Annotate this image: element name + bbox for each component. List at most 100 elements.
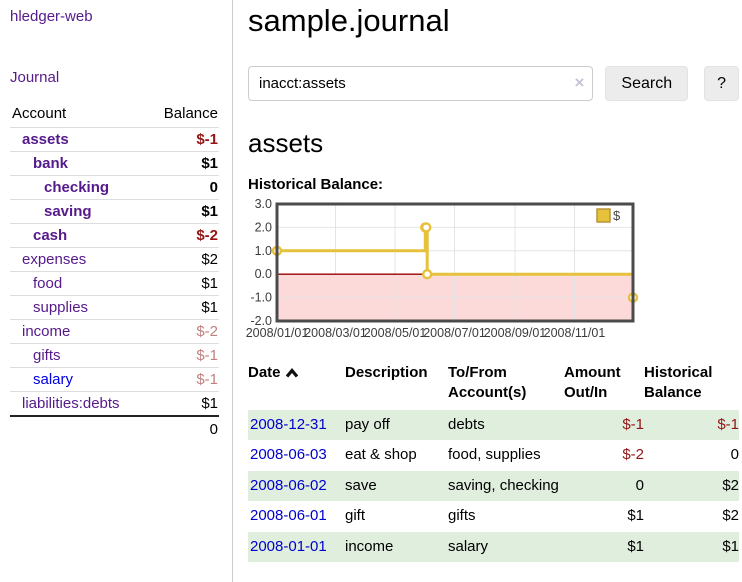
y-tick-label: 2.0 bbox=[255, 220, 272, 234]
sidebar-item-journal[interactable]: Journal bbox=[10, 69, 60, 86]
transaction-date-link[interactable]: 2008-06-02 bbox=[250, 476, 327, 494]
help-button[interactable]: ? bbox=[704, 66, 739, 101]
account-link[interactable]: saving bbox=[44, 203, 92, 220]
brand-link[interactable]: hledger-web bbox=[10, 8, 93, 25]
account-row: food $1 bbox=[10, 271, 219, 296]
account-link[interactable]: salary bbox=[33, 371, 74, 388]
search-input-wrap: × bbox=[248, 66, 594, 101]
y-tick-label: -1.0 bbox=[250, 291, 272, 305]
account-row: liabilities:debts $1 bbox=[10, 391, 219, 416]
account-balance: $-2 bbox=[147, 223, 219, 248]
account-balance: $1 bbox=[147, 199, 219, 224]
transaction-description: eat & shop bbox=[345, 446, 417, 463]
account-heading: assets bbox=[248, 128, 324, 158]
account-balance: $1 bbox=[147, 151, 219, 176]
account-row: saving $1 bbox=[10, 199, 219, 224]
register-col-date[interactable]: Date bbox=[248, 361, 345, 410]
register-table: Date Description To/From Account(s) Amou… bbox=[248, 361, 739, 562]
y-tick-label: 3.0 bbox=[255, 197, 272, 211]
transaction-date-link[interactable]: 2008-06-01 bbox=[250, 507, 327, 524]
x-tick-label: 2008/01/01 bbox=[246, 326, 308, 340]
account-row: bank $1 bbox=[10, 151, 219, 176]
transaction-balance: $1 bbox=[644, 531, 739, 562]
register-col-balance: Historical Balance bbox=[644, 364, 713, 402]
x-tick-label: 2008/05/01 bbox=[364, 326, 427, 340]
transaction-row: 2008-06-01 gift gifts $1 $2 bbox=[248, 501, 739, 532]
account-balance: $2 bbox=[147, 247, 219, 272]
accounts-header-row: Account Balance bbox=[10, 102, 219, 128]
account-row: assets $-1 bbox=[10, 127, 219, 152]
account-row: supplies $1 bbox=[10, 295, 219, 320]
search-form: × Search ? bbox=[248, 66, 739, 101]
y-tick-label: -2.0 bbox=[250, 314, 272, 328]
data-point-marker bbox=[421, 222, 432, 233]
register-col-description: Description bbox=[345, 364, 428, 381]
account-link[interactable]: food bbox=[33, 275, 63, 292]
register-header-row: Date Description To/From Account(s) Amou… bbox=[248, 361, 739, 410]
transaction-row: 2008-01-01 income salary $1 $1 bbox=[248, 531, 739, 562]
account-balance: $-1 bbox=[147, 127, 219, 152]
account-balance: $-1 bbox=[147, 343, 219, 368]
y-tick-label: 1.0 bbox=[255, 244, 272, 258]
account-link[interactable]: assets bbox=[22, 131, 69, 148]
y-tick-label: 0.0 bbox=[255, 267, 272, 281]
transaction-accounts: gifts bbox=[448, 507, 476, 524]
transaction-date-link[interactable]: 2008-12-31 bbox=[250, 415, 327, 433]
account-link[interactable]: bank bbox=[33, 155, 69, 172]
account-link[interactable]: gifts bbox=[33, 347, 61, 364]
x-tick-label: 2008/11/01 bbox=[544, 326, 606, 340]
x-tick-label: 2008/09/01 bbox=[484, 326, 547, 340]
transaction-accounts: saving, checking bbox=[448, 470, 564, 501]
x-tick-label: 2008/03/01 bbox=[304, 326, 367, 340]
transaction-amount: $1 bbox=[564, 531, 644, 562]
account-balance: $1 bbox=[147, 391, 219, 416]
accounts-total-row: 0 bbox=[10, 415, 219, 441]
transaction-accounts: debts bbox=[448, 409, 564, 440]
chart-title: Historical Balance: bbox=[248, 176, 384, 193]
sort-ascending-icon bbox=[285, 368, 298, 378]
transaction-row: 2008-06-02 save saving, checking 0 $2 bbox=[248, 470, 739, 501]
transaction-amount: $-2 bbox=[622, 446, 644, 463]
transaction-date-link[interactable]: 2008-06-03 bbox=[250, 446, 327, 463]
account-balance: $1 bbox=[147, 295, 219, 320]
account-row: cash $-2 bbox=[10, 223, 219, 248]
data-point-marker bbox=[422, 268, 433, 280]
account-row: salary $-1 bbox=[10, 367, 219, 392]
transaction-row: 2008-06-03 eat & shop food, supplies $-2 0 bbox=[248, 440, 739, 471]
accounts-col-balance: Balance bbox=[163, 105, 218, 122]
sidebar: hledger-web Journal Account Balance asse… bbox=[0, 0, 233, 582]
account-link[interactable]: checking bbox=[44, 179, 110, 196]
clear-search-icon[interactable]: × bbox=[574, 73, 585, 92]
account-row: gifts $-1 bbox=[10, 343, 219, 368]
transaction-date-link[interactable]: 2008-01-01 bbox=[250, 537, 327, 555]
account-row: checking 0 bbox=[10, 175, 219, 200]
account-link[interactable]: cash bbox=[33, 227, 68, 244]
transaction-description: income bbox=[345, 531, 448, 562]
accounts-table: Account Balance assets $-1 bank $1 checking 0… bbox=[10, 102, 219, 441]
search-button[interactable]: Search bbox=[605, 66, 689, 101]
account-link[interactable]: supplies bbox=[33, 299, 89, 316]
legend-label: $ bbox=[613, 208, 621, 223]
account-row: income $-2 bbox=[10, 319, 219, 344]
transaction-balance: $-1 bbox=[644, 409, 739, 440]
transaction-amount: $1 bbox=[627, 507, 644, 524]
account-link[interactable]: income bbox=[22, 323, 71, 340]
account-link[interactable]: liabilities:debts bbox=[22, 395, 120, 412]
main-content: sample.journal × Search ? assets Histori… bbox=[233, 0, 742, 582]
transaction-balance: $2 bbox=[722, 507, 739, 524]
historical-balance-chart: $3.0 2.0 1.0 0.0 -1.0 -2.02008/01/012008/03/0… bbox=[246, 197, 639, 340]
accounts-col-account: Account bbox=[12, 105, 67, 122]
accounts-total-value: 0 bbox=[147, 415, 219, 441]
search-input[interactable] bbox=[248, 66, 594, 101]
transaction-balance: $2 bbox=[644, 470, 739, 501]
account-link[interactable]: expenses bbox=[22, 251, 87, 268]
account-balance: 0 bbox=[147, 175, 219, 200]
transaction-description: gift bbox=[345, 507, 366, 524]
transaction-balance: 0 bbox=[730, 446, 739, 463]
register-col-amount: Amount Out/In bbox=[564, 364, 621, 402]
transaction-accounts: food, supplies bbox=[448, 446, 541, 463]
register-col-accounts: To/From Account(s) bbox=[448, 364, 527, 402]
plot-border bbox=[275, 202, 635, 323]
account-balance: $1 bbox=[147, 271, 219, 296]
transaction-accounts: salary bbox=[448, 531, 564, 562]
